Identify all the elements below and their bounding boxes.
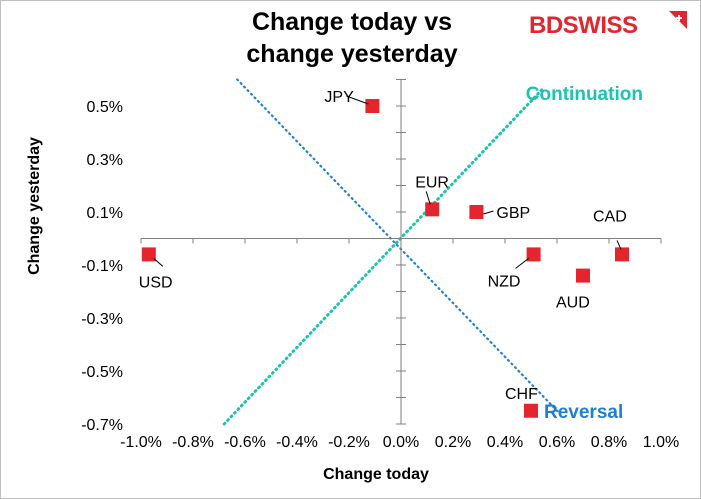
data-point-chf: CHF xyxy=(505,386,538,418)
y-tick-label: -0.1% xyxy=(81,258,123,275)
point-leader-line xyxy=(425,191,431,205)
point-leader-line xyxy=(346,95,369,105)
x-tick-labels: -1.0% -0.8% -0.6% -0.4% -0.2% 0.0% 0.2% 0.4% 0.6… xyxy=(120,434,679,451)
y-axis-title: Change yesterday xyxy=(26,137,43,275)
x-tick-label: 0.0% xyxy=(383,434,419,451)
point-leader-line xyxy=(616,240,622,250)
x-axis-title: Change today xyxy=(323,466,429,483)
brand-swiss: SWISS xyxy=(563,12,638,39)
point-label: EUR xyxy=(415,174,449,191)
y-tick-labels: 0.5% 0.3% 0.1% -0.1% -0.3% -0.5% -0.7% xyxy=(81,99,123,434)
reference-lines xyxy=(222,78,561,426)
x-tick-label: 0.6% xyxy=(539,434,575,451)
point-label: JPY xyxy=(324,89,354,106)
point-leader-line xyxy=(153,258,164,267)
brand-logo: BDSWISS xyxy=(529,11,687,39)
point-marker xyxy=(469,205,484,219)
svg-text:BDSWISS: BDSWISS xyxy=(529,12,638,39)
data-point-aud: AUD xyxy=(556,268,590,312)
y-tick-label: -0.7% xyxy=(81,417,123,434)
data-point-usd: USD xyxy=(139,247,173,291)
brand-bd: BD xyxy=(529,12,563,39)
point-marker xyxy=(365,99,380,113)
x-tick-label: 1.0% xyxy=(643,434,679,451)
chart-title-line-2: change yesterday xyxy=(246,40,457,68)
point-marker xyxy=(526,247,541,262)
data-point-jpy: JPY xyxy=(324,89,380,113)
y-tick-label: -0.5% xyxy=(81,364,123,381)
point-label: NZD xyxy=(488,273,521,290)
y-tick-label: 0.1% xyxy=(87,205,123,222)
point-label: CHF xyxy=(505,386,538,403)
point-label: GBP xyxy=(496,205,530,222)
point-marker xyxy=(425,202,440,217)
x-tick-label: 0.8% xyxy=(591,434,627,451)
x-tick-label: 0.2% xyxy=(435,434,471,451)
point-marker xyxy=(576,268,590,283)
reference-line-continuation xyxy=(222,85,546,426)
x-tick-label: -0.2% xyxy=(328,434,370,451)
x-tick-label: -0.8% xyxy=(172,434,214,451)
x-tick-label: -0.6% xyxy=(224,434,266,451)
x-tick-label: -0.4% xyxy=(276,434,318,451)
axes xyxy=(140,79,662,425)
data-points: JPY EUR GBP USD NZD CAD AUD CHF xyxy=(139,89,629,418)
point-label: CAD xyxy=(593,208,627,225)
point-marker xyxy=(615,247,629,262)
annotations: Continuation Reversal xyxy=(526,84,643,423)
y-tick-label: -0.3% xyxy=(81,311,123,328)
y-tick-label: 0.5% xyxy=(87,99,123,116)
point-marker xyxy=(524,403,538,418)
x-tick-label: 0.4% xyxy=(487,434,523,451)
point-leader-line xyxy=(515,258,529,269)
x-tick-label: -1.0% xyxy=(120,434,162,451)
annotation-continuation: Continuation xyxy=(526,84,643,105)
reference-line-reversal xyxy=(236,78,561,415)
chart-title-line-1: Change today vs xyxy=(252,8,452,36)
data-point-cad: CAD xyxy=(593,208,629,262)
y-tick-label: 0.3% xyxy=(87,152,123,169)
swiss-cross-flag-icon xyxy=(669,11,687,29)
point-leader-line xyxy=(483,210,494,215)
point-marker xyxy=(141,247,156,262)
annotation-reversal: Reversal xyxy=(544,402,623,423)
point-label: AUD xyxy=(556,295,590,312)
data-point-eur: EUR xyxy=(415,174,449,217)
point-label: USD xyxy=(139,274,173,291)
data-point-gbp: GBP xyxy=(469,205,530,222)
data-point-nzd: NZD xyxy=(488,247,541,290)
